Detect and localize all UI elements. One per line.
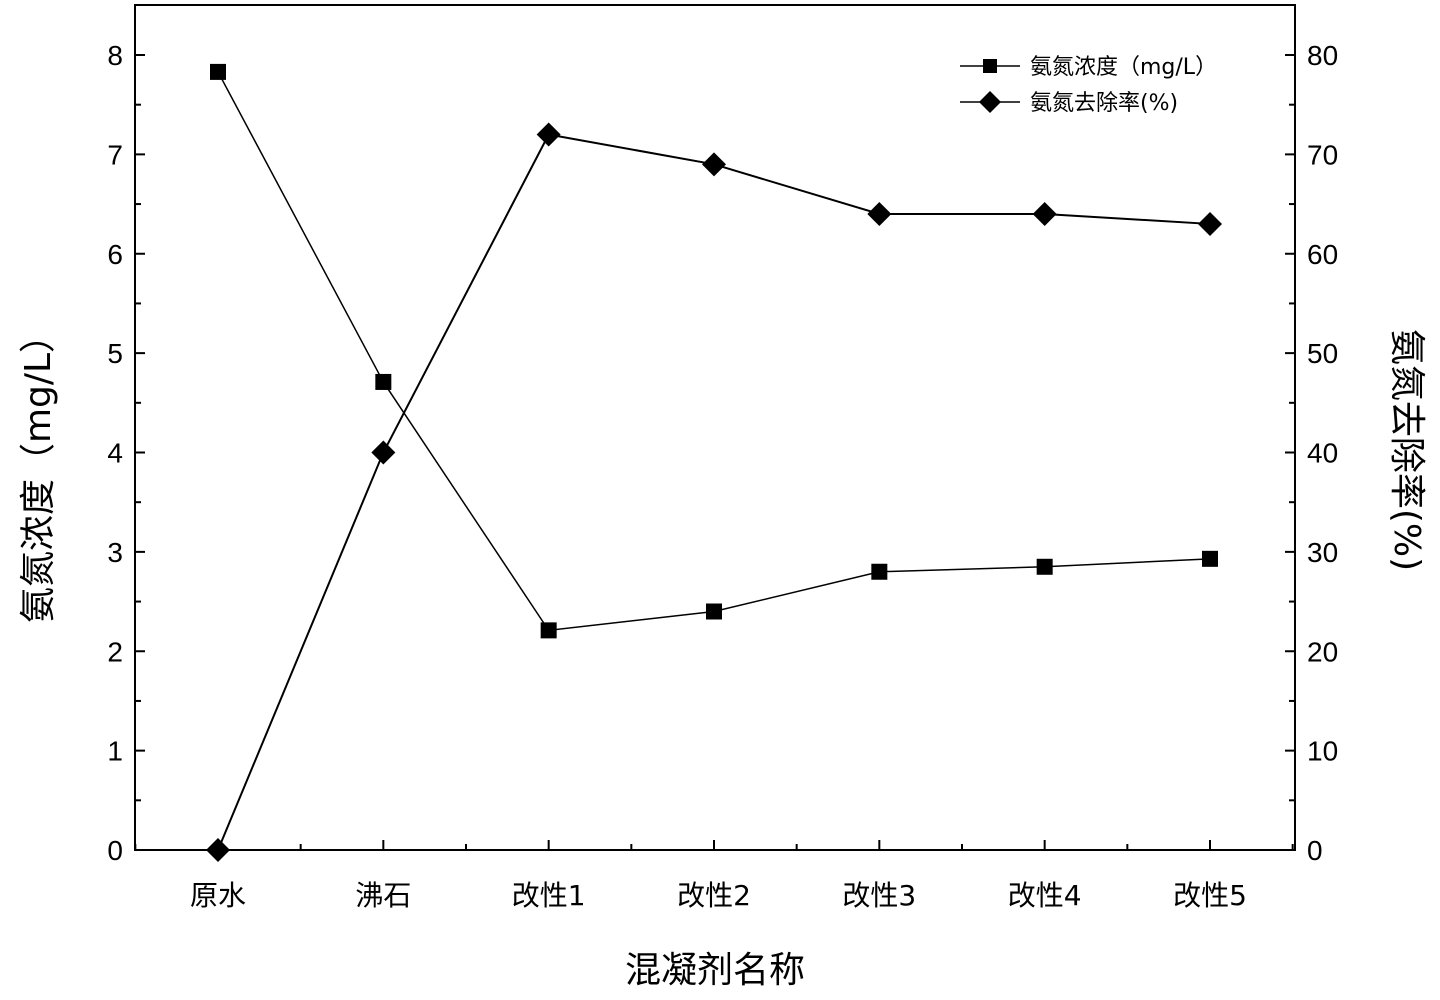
category-label: 沸石 — [355, 879, 411, 912]
left-tick-label: 3 — [107, 537, 123, 568]
legend-marker-diamond — [979, 91, 1001, 113]
removal-rate-point — [702, 152, 726, 177]
bottom-axis-ticks: 原水 沸石 改性1 改性2 改性3 改性4 改性5 — [134, 840, 1294, 912]
left-tick-label: 2 — [107, 636, 123, 667]
series-layer — [206, 63, 1222, 862]
removal-rate-point — [206, 838, 230, 862]
category-label: 改性3 — [842, 879, 916, 912]
removal-rate-point — [1198, 211, 1222, 236]
x-axis-title: 混凝剂名称 — [625, 950, 805, 991]
category-label: 改性1 — [512, 879, 586, 912]
removal-rate-line — [217, 133, 1211, 851]
concentration-point — [1202, 550, 1218, 567]
removal-rate-point — [1032, 202, 1057, 226]
concentration-point — [210, 63, 226, 80]
concentration-point — [540, 622, 557, 639]
legend-label-concentration: 氨氮浓度（mg/L） — [1030, 55, 1217, 80]
removal-rate-point — [867, 202, 892, 226]
removal-rate-point — [371, 440, 396, 465]
right-tick-label: 40 — [1307, 438, 1338, 469]
concentration-point — [1036, 558, 1053, 575]
left-tick-label: 7 — [107, 139, 123, 170]
removal-rate-point — [536, 122, 561, 147]
left-tick-label: 5 — [107, 338, 123, 369]
left-axis-title: 氨氮浓度（mg/L） — [18, 317, 59, 623]
legend-marker-square — [983, 59, 997, 73]
concentration-point — [375, 373, 392, 390]
right-tick-label: 20 — [1307, 636, 1338, 667]
right-tick-label: 0 — [1307, 835, 1323, 866]
right-tick-label: 50 — [1307, 338, 1338, 369]
category-label: 改性4 — [1008, 879, 1082, 912]
left-tick-label: 4 — [107, 438, 123, 469]
left-tick-label: 0 — [107, 835, 123, 866]
plot-frame — [134, 4, 1296, 851]
legend: 氨氮浓度（mg/L） 氨氮去除率(%) — [960, 55, 1217, 116]
concentration-point — [871, 563, 888, 580]
left-tick-label: 8 — [107, 40, 123, 71]
category-label: 原水 — [190, 879, 246, 912]
right-axis-title: 氨氮去除率(%) — [1386, 329, 1427, 571]
right-tick-label: 10 — [1307, 736, 1338, 767]
right-tick-label: 30 — [1307, 537, 1338, 568]
concentration-point — [706, 603, 722, 620]
right-tick-label: 60 — [1307, 239, 1338, 270]
category-label: 改性2 — [677, 879, 751, 912]
left-tick-label: 1 — [107, 736, 123, 767]
left-axis-ticks: 0 1 2 3 4 5 6 7 8 — [107, 40, 145, 866]
right-tick-label: 70 — [1307, 139, 1338, 170]
left-tick-label: 6 — [107, 239, 123, 270]
category-label: 改性5 — [1173, 879, 1247, 912]
legend-label-removal: 氨氮去除率(%) — [1030, 91, 1178, 116]
right-tick-label: 80 — [1307, 40, 1338, 71]
right-axis-ticks: 0 10 20 30 40 50 60 70 80 — [1285, 40, 1338, 866]
